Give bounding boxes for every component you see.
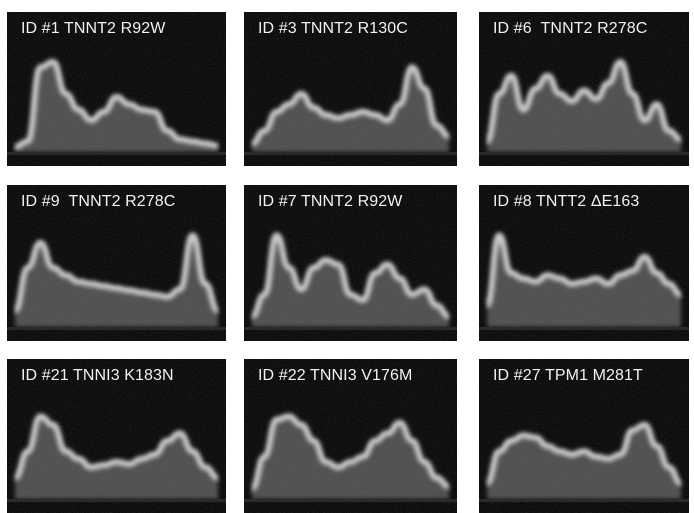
- doppler-panel: ID #8 TNTT2 ΔE163: [479, 185, 689, 341]
- panel-label: ID #7 TNNT2 R92W: [258, 193, 403, 210]
- panel-label: ID #9 TNNT2 R278C: [21, 193, 176, 210]
- doppler-panel: ID #6 TNNT2 R278C: [479, 12, 689, 166]
- panel-label: ID #1 TNNT2 R92W: [21, 20, 166, 37]
- doppler-waveform-image: [244, 359, 457, 513]
- doppler-panel: ID #3 TNNT2 R130C: [244, 12, 457, 166]
- doppler-waveform-image: [479, 12, 689, 166]
- panel-label: ID #21 TNNI3 K183N: [21, 367, 174, 384]
- doppler-panel: ID #27 TPM1 M281T: [479, 359, 689, 513]
- doppler-panel: ID #7 TNNT2 R92W: [244, 185, 457, 341]
- doppler-panel: ID #21 TNNI3 K183N: [7, 359, 226, 513]
- panel-label: ID #3 TNNT2 R130C: [258, 20, 408, 37]
- doppler-waveform-image: [244, 185, 457, 341]
- doppler-waveform-image: [479, 185, 689, 341]
- doppler-waveform-image: [479, 359, 689, 513]
- panel-label: ID #22 TNNI3 V176M: [258, 367, 413, 384]
- panel-label: ID #27 TPM1 M281T: [493, 367, 643, 384]
- doppler-panel: ID #22 TNNI3 V176M: [244, 359, 457, 513]
- doppler-waveform-image: [7, 185, 226, 341]
- doppler-waveform-image: [244, 12, 457, 166]
- doppler-panel: ID #9 TNNT2 R278C: [7, 185, 226, 341]
- doppler-waveform-image: [7, 12, 226, 166]
- panel-label: ID #8 TNTT2 ΔE163: [493, 193, 640, 210]
- doppler-waveform-image: [7, 359, 226, 513]
- panel-label: ID #6 TNNT2 R278C: [493, 20, 648, 37]
- doppler-panel: ID #1 TNNT2 R92W: [7, 12, 226, 166]
